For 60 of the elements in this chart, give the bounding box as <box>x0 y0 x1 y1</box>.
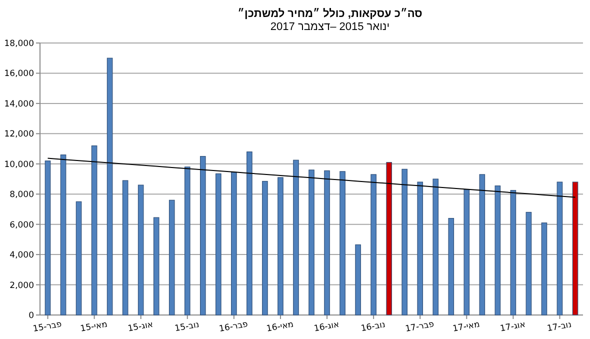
bar <box>91 145 98 316</box>
bar <box>432 178 439 316</box>
bar <box>60 154 66 316</box>
y-tick-label: 10,000 <box>4 160 34 170</box>
x-tick-label: מאי-17 <box>452 320 481 334</box>
x-tick-label: נוב-15 <box>174 320 200 334</box>
x-tick-label: פבר-15 <box>32 320 63 334</box>
bar <box>464 189 470 316</box>
bar <box>184 166 190 316</box>
bar <box>106 58 113 316</box>
bar <box>402 168 408 316</box>
y-tick-label: 4,000 <box>10 250 34 261</box>
x-tick-label: פבר-17 <box>404 320 435 334</box>
x-tick-label: אוג-15 <box>127 320 154 334</box>
bar <box>526 212 532 316</box>
bar <box>122 180 128 316</box>
bar <box>340 171 346 316</box>
chart-title: סה״כ עסקאות, כולל ״מחיר למשתכן״ <box>238 8 423 20</box>
bar <box>572 182 578 316</box>
x-tick-label: מאי-15 <box>80 320 108 334</box>
x-tick-label: מאי-16 <box>266 320 294 334</box>
bar <box>44 160 51 316</box>
bar <box>278 177 284 316</box>
bar <box>324 170 330 316</box>
bar <box>448 218 454 316</box>
line-series <box>47 158 576 198</box>
bar <box>231 172 237 316</box>
chart-subtitle: ינואר 2015 –דצמבר 2017 <box>270 21 390 33</box>
y-tick-label: 16,000 <box>4 69 34 80</box>
x-tick-label: נוב-17 <box>546 320 572 334</box>
bar <box>370 174 376 316</box>
bar <box>246 152 252 316</box>
bar <box>308 170 314 316</box>
bar <box>355 244 361 316</box>
y-tick-label: 8,000 <box>10 190 34 200</box>
bar <box>216 173 222 316</box>
bar <box>293 160 299 316</box>
bar <box>386 162 392 316</box>
x-tick-label: אוג-17 <box>499 320 526 334</box>
bar <box>153 217 160 316</box>
bar <box>494 186 501 316</box>
x-tick-label: אוג-16 <box>313 320 340 334</box>
y-tick-label: 14,000 <box>4 99 34 110</box>
bar <box>479 174 486 316</box>
bar <box>510 190 516 316</box>
bar <box>168 200 175 316</box>
bar <box>76 201 82 316</box>
y-tick-label: 2,000 <box>10 280 34 291</box>
bar <box>200 156 206 316</box>
y-tick-label: 0 <box>28 311 34 321</box>
bar <box>541 222 548 316</box>
y-tick-label: 12,000 <box>4 130 34 140</box>
x-tick-label: נוב-16 <box>360 320 386 334</box>
y-tick-label: 6,000 <box>10 220 34 230</box>
bar <box>556 182 563 316</box>
bar <box>138 184 144 316</box>
y-tick-label: 18,000 <box>4 39 34 49</box>
bar <box>417 182 423 316</box>
bar <box>262 180 268 316</box>
x-tick-label: פבר-16 <box>218 320 249 334</box>
